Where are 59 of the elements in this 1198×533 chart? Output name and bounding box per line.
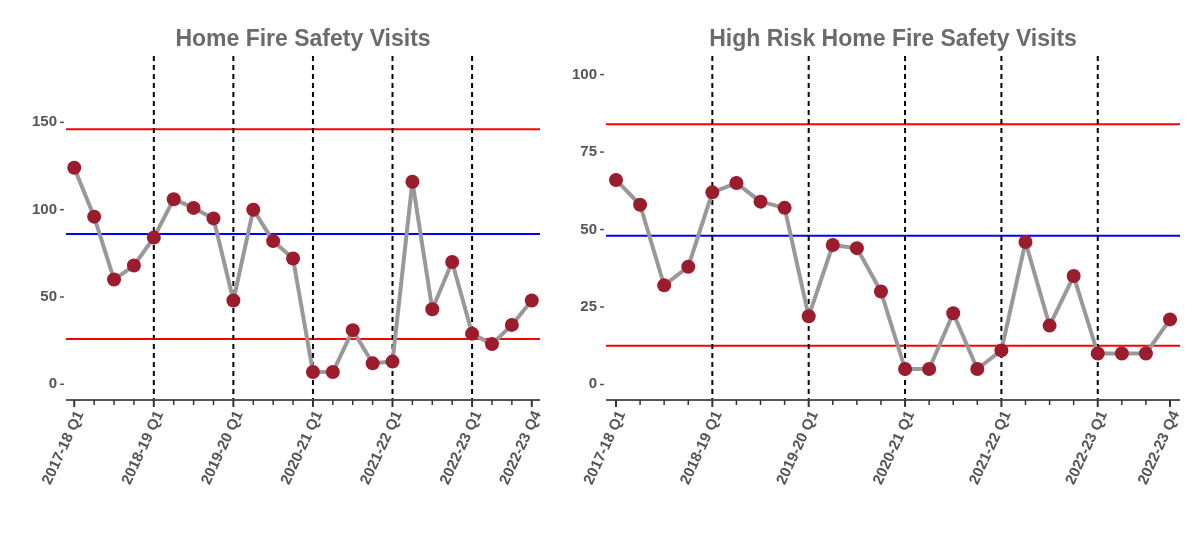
point [146, 230, 161, 245]
point [1090, 346, 1105, 361]
point [922, 362, 937, 377]
point [166, 192, 181, 207]
point [608, 172, 623, 187]
point [524, 293, 539, 308]
point [777, 200, 792, 215]
point [405, 174, 420, 189]
point [1042, 318, 1057, 333]
point [365, 356, 380, 371]
point [657, 278, 672, 293]
point [1163, 312, 1178, 327]
chart-title: High Risk Home Fire Safety Visits [709, 25, 1077, 51]
point [266, 234, 281, 249]
point [898, 362, 913, 377]
point [67, 160, 82, 175]
point [849, 241, 864, 256]
point [325, 365, 340, 380]
point [729, 176, 744, 191]
y-tick-label: 150 [31, 112, 57, 130]
point [1018, 234, 1033, 249]
point [705, 185, 720, 200]
point [286, 251, 301, 266]
point [1114, 346, 1129, 361]
point [425, 302, 440, 317]
point [484, 337, 499, 352]
point [825, 238, 840, 253]
y-tick-label: 50 [40, 286, 57, 304]
chart-title: Home Fire Safety Visits [175, 25, 431, 51]
point [753, 194, 768, 209]
point [946, 306, 961, 321]
point [1138, 346, 1153, 361]
point [970, 362, 985, 377]
y-tick-label: 100 [31, 199, 57, 217]
y-tick-label: 75 [580, 142, 597, 160]
point [465, 326, 480, 341]
point [126, 258, 141, 273]
point [206, 211, 221, 226]
point [801, 309, 816, 324]
point [246, 202, 261, 217]
point [445, 255, 460, 270]
point [633, 197, 648, 212]
y-tick-label: 0 [588, 374, 597, 392]
point [226, 293, 241, 308]
point [345, 323, 360, 338]
point [1066, 269, 1081, 284]
point [107, 272, 122, 287]
y-tick-label: 25 [580, 297, 597, 314]
point [504, 317, 519, 332]
point [385, 354, 400, 369]
point [994, 343, 1009, 358]
y-tick-label: 100 [571, 64, 597, 82]
point [305, 365, 320, 380]
point [87, 209, 102, 224]
point [681, 259, 696, 274]
y-tick-label: 0 [48, 374, 57, 392]
point [873, 284, 888, 299]
y-tick-label: 50 [580, 219, 597, 237]
point [186, 200, 201, 215]
